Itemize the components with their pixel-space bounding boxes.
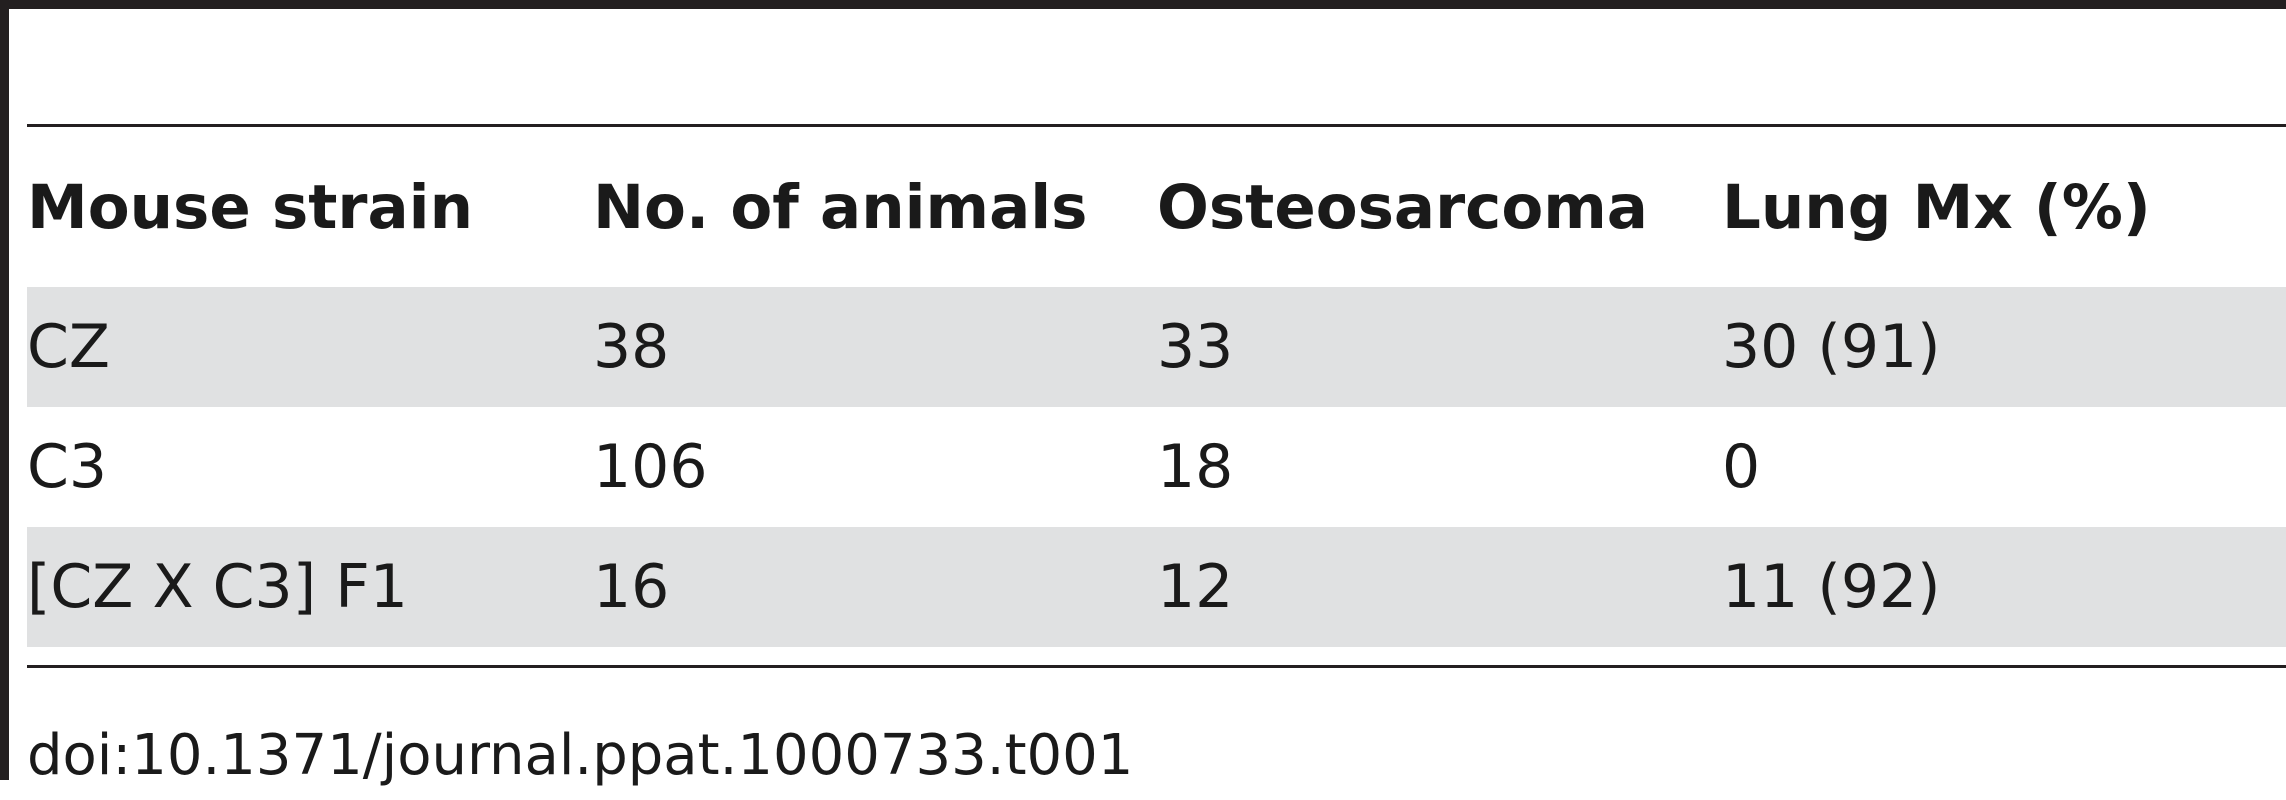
cell-mouse-strain: C3 <box>27 432 108 502</box>
left-border <box>0 0 9 780</box>
cell-osteosarcoma: 33 <box>1157 312 1234 382</box>
header-top-rule <box>27 124 2286 127</box>
doi-citation: doi:10.1371/journal.ppat.1000733.t001 <box>27 723 1134 788</box>
cell-no-of-animals: 38 <box>593 312 670 382</box>
table-row: [CZ X C3] F1 16 12 11 (92) <box>27 527 2286 647</box>
data-table: Mouse strain No. of animals Osteosarcoma… <box>27 127 2286 647</box>
cell-no-of-animals: 16 <box>593 552 670 622</box>
column-header-mouse-strain: Mouse strain <box>27 171 474 243</box>
column-header-osteosarcoma: Osteosarcoma <box>1157 171 1648 243</box>
cell-osteosarcoma: 12 <box>1157 552 1234 622</box>
column-header-lung-mx: Lung Mx (%) <box>1722 171 2151 243</box>
table-header-row: Mouse strain No. of animals Osteosarcoma… <box>27 127 2286 287</box>
cell-osteosarcoma: 18 <box>1157 432 1234 502</box>
column-header-no-of-animals: No. of animals <box>593 171 1088 243</box>
top-rule <box>0 0 2286 9</box>
table-row: CZ 38 33 30 (91) <box>27 287 2286 407</box>
table-row: C3 106 18 0 <box>27 407 2286 527</box>
cell-mouse-strain: CZ <box>27 312 110 382</box>
cell-lung-mx: 30 (91) <box>1722 312 1941 382</box>
table-bottom-rule <box>27 665 2286 668</box>
cell-mouse-strain: [CZ X C3] F1 <box>27 552 408 622</box>
cell-lung-mx: 0 <box>1722 432 1761 502</box>
cell-lung-mx: 11 (92) <box>1722 552 1941 622</box>
cell-no-of-animals: 106 <box>593 432 708 502</box>
